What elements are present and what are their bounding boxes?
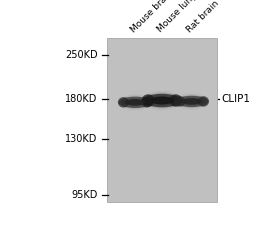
Ellipse shape	[142, 94, 155, 107]
Ellipse shape	[125, 99, 145, 106]
Ellipse shape	[181, 100, 202, 102]
Ellipse shape	[121, 97, 149, 108]
Ellipse shape	[124, 101, 146, 104]
Ellipse shape	[122, 98, 148, 106]
Ellipse shape	[175, 96, 209, 107]
Text: 130KD: 130KD	[65, 134, 98, 144]
Text: Mouse brain: Mouse brain	[129, 0, 174, 34]
Ellipse shape	[146, 95, 178, 106]
Ellipse shape	[180, 99, 204, 104]
Ellipse shape	[124, 101, 146, 103]
Ellipse shape	[142, 94, 182, 107]
Text: 180KD: 180KD	[65, 94, 98, 104]
Ellipse shape	[198, 96, 209, 107]
Ellipse shape	[148, 98, 175, 103]
Ellipse shape	[145, 93, 179, 108]
Ellipse shape	[178, 96, 206, 107]
Ellipse shape	[145, 94, 178, 107]
Ellipse shape	[169, 94, 182, 107]
Text: Rat brain: Rat brain	[185, 0, 221, 34]
Ellipse shape	[123, 99, 148, 106]
Text: Mouse lung: Mouse lung	[156, 0, 199, 34]
Bar	[108, 38, 217, 202]
Ellipse shape	[147, 97, 177, 105]
Ellipse shape	[174, 96, 185, 107]
Ellipse shape	[180, 100, 203, 103]
Text: 250KD: 250KD	[65, 50, 98, 60]
Ellipse shape	[149, 99, 175, 102]
Ellipse shape	[148, 98, 176, 104]
Ellipse shape	[147, 96, 177, 105]
Ellipse shape	[177, 95, 206, 108]
Ellipse shape	[182, 98, 202, 105]
Ellipse shape	[123, 100, 147, 105]
Ellipse shape	[142, 97, 153, 108]
Ellipse shape	[118, 97, 129, 108]
Ellipse shape	[179, 98, 204, 105]
Ellipse shape	[121, 96, 150, 109]
Ellipse shape	[179, 97, 205, 105]
Ellipse shape	[150, 96, 174, 105]
Text: 95KD: 95KD	[71, 190, 98, 200]
Text: CLIP1: CLIP1	[221, 94, 250, 104]
Ellipse shape	[118, 97, 152, 108]
Ellipse shape	[122, 97, 149, 107]
Ellipse shape	[178, 97, 205, 106]
